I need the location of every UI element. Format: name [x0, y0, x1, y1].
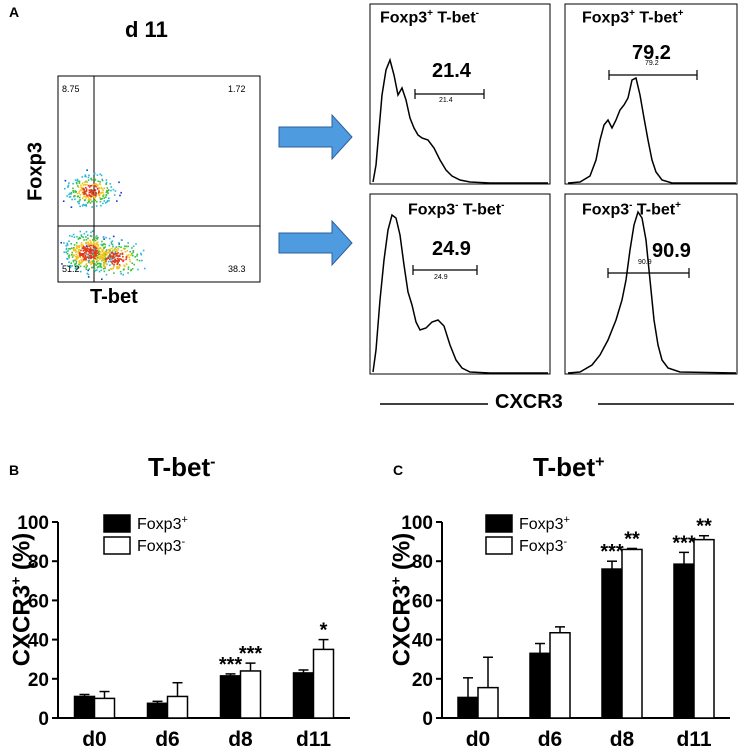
quadrant-top-left-value: 8.75: [62, 84, 80, 94]
histogram-gates: [412, 70, 698, 278]
histogram-3-title: Foxp3- T-bet-: [408, 200, 505, 219]
legend-label-foxp3-neg: Foxp3-: [519, 536, 567, 555]
histogram-frame-1: [369, 3, 551, 185]
x-tick-label: d6: [155, 728, 180, 751]
histogram-curve-2: [567, 76, 736, 184]
histogram-curve-1: [372, 57, 548, 184]
quadrant-bottom-left-value: 51.2: [62, 264, 80, 274]
bar-d6-foxp3-neg: [549, 631, 571, 719]
dot-plot-x-axis-label: T-bet: [90, 286, 138, 308]
panel-b-letter: B: [9, 462, 20, 478]
significance-marker: **: [624, 528, 640, 550]
bar-d8-foxp3-neg: [621, 548, 643, 719]
histogram-1-small-value: 21.4: [439, 97, 453, 104]
arrow-to-top-histograms: [278, 113, 353, 161]
significance-marker: **: [696, 516, 712, 538]
y-tick-label: 100: [401, 513, 433, 534]
x-tick-label: d11: [296, 728, 331, 751]
panel-a-letter: A: [9, 4, 20, 20]
arrow-to-bottom-histograms: [278, 219, 353, 267]
quadrant-bottom-right-value: 38.3: [228, 264, 246, 274]
y-tick-label: 20: [28, 670, 49, 691]
x-tick-label: d0: [82, 728, 107, 751]
y-tick-label: 0: [422, 709, 433, 730]
bar-d0-foxp3-pos: [457, 696, 479, 719]
legend-swatch-foxp3-pos: [485, 514, 513, 533]
y-tick-label: 0: [38, 709, 49, 730]
bar-d11-foxp3-neg: [312, 648, 335, 719]
histogram-curve-3: [372, 213, 548, 374]
significance-marker: ***: [600, 541, 624, 563]
x-tick-label: d8: [228, 728, 253, 751]
bar-d11-foxp3-neg: [693, 538, 715, 719]
x-tick-label: d6: [538, 728, 563, 751]
bar-d6-foxp3-pos: [529, 652, 551, 719]
histogram-3-value: 24.9: [432, 238, 471, 260]
histogram-3-small-value: 24.9: [434, 274, 448, 281]
panel-c-letter: C: [393, 462, 404, 478]
legend-swatch-foxp3-neg: [103, 536, 131, 555]
legend-label-foxp3-pos: Foxp3+: [137, 514, 188, 533]
bar-d8-foxp3-neg: [239, 670, 262, 719]
histogram-frame-4: [564, 193, 738, 375]
bar-d8-foxp3-pos: [601, 568, 623, 719]
bar-d0-foxp3-neg: [477, 686, 499, 719]
y-tick-label: 20: [412, 670, 433, 691]
dot-plot-events: [60, 169, 146, 280]
bar-d6-foxp3-neg: [166, 695, 189, 719]
significance-marker: ***: [672, 532, 696, 554]
histogram-2-value: 79.2: [632, 42, 671, 64]
legend-label-foxp3-pos: Foxp3+: [519, 514, 570, 533]
dot-plot-day-label: d 11: [125, 17, 168, 42]
chart-c-title: T-bet+: [533, 452, 605, 482]
significance-marker: *: [320, 620, 328, 642]
y-tick-label: 80: [28, 552, 49, 573]
legend-swatch-foxp3-neg: [485, 536, 513, 555]
histogram-curve-4: [567, 210, 737, 374]
histogram-4-title: Foxp3- T-bet+: [582, 200, 681, 219]
y-tick-label: 40: [412, 631, 433, 652]
bar-d11-foxp3-pos: [673, 563, 695, 719]
significance-marker: ***: [219, 654, 243, 676]
legend-swatch-foxp3-pos: [103, 514, 131, 533]
legend-label-foxp3-neg: Foxp3-: [137, 536, 185, 555]
dot-plot-frame: [57, 75, 261, 283]
significance-marker: ***: [239, 643, 263, 665]
y-tick-label: 100: [17, 513, 49, 534]
x-tick-label: d0: [466, 728, 491, 751]
y-tick-label: 40: [28, 631, 49, 652]
bar-d0-foxp3-neg: [93, 697, 116, 719]
histogram-frame-2: [564, 3, 738, 185]
histogram-4-small-value: 90.9: [638, 259, 652, 266]
histogram-frame-3: [369, 193, 551, 375]
histogram-2-small-value: 79.2: [645, 60, 659, 67]
x-tick-label: d8: [610, 728, 635, 751]
y-tick-label: 80: [412, 552, 433, 573]
histogram-1-title: Foxp3+ T-bet-: [380, 8, 479, 27]
y-tick-label: 60: [28, 591, 49, 612]
x-tick-label: d11: [676, 728, 711, 751]
histogram-4-value: 90.9: [652, 240, 691, 262]
histogram-2-title: Foxp3+ T-bet+: [582, 8, 684, 27]
quadrant-top-right-value: 1.72: [228, 84, 246, 94]
y-tick-label: 60: [412, 591, 433, 612]
histogram-x-axis-label: CXCR3: [495, 391, 563, 413]
histogram-1-value: 21.4: [432, 60, 471, 82]
chart-b-title: T-bet-: [148, 452, 216, 482]
